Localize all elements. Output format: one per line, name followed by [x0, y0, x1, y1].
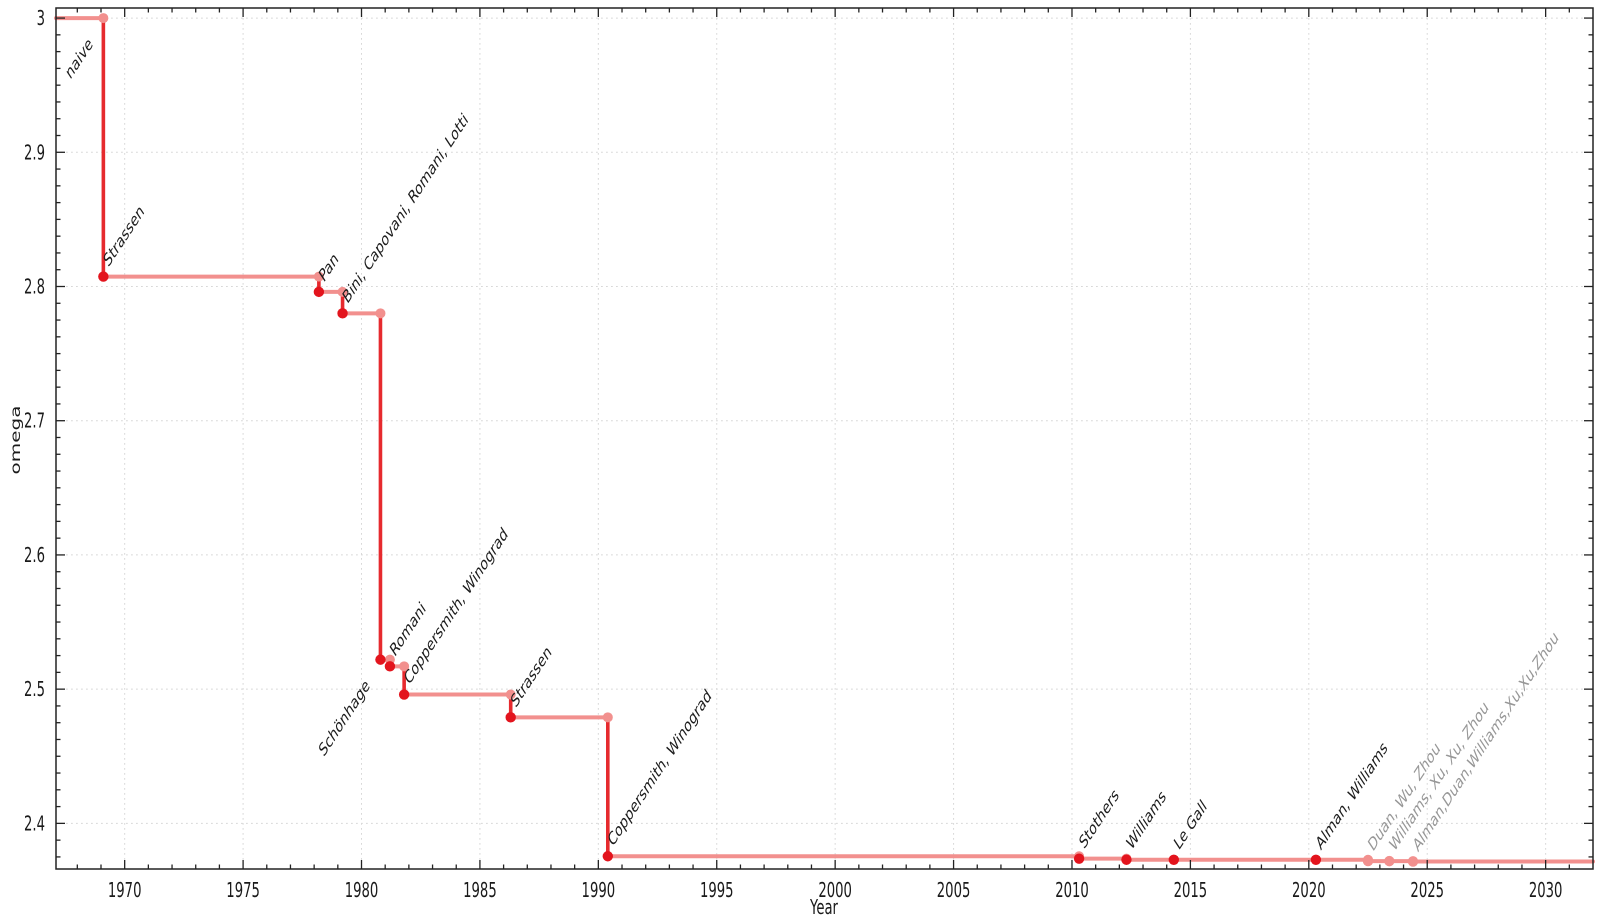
x-tick-label: 2015: [1174, 878, 1208, 902]
x-axis-title: Year: [809, 895, 838, 919]
corner-marker: [375, 308, 386, 319]
corner-marker: [313, 271, 324, 282]
data-point: [1384, 855, 1395, 867]
y-tick-label: 2.8: [24, 275, 45, 299]
data-point: [98, 271, 109, 282]
data-point: [505, 712, 516, 723]
y-tick-label: 3: [37, 6, 45, 30]
y-tick-label: 2.4: [24, 811, 45, 835]
data-point: [1168, 854, 1180, 865]
y-tick-label: 2.5: [24, 677, 45, 701]
x-tick-label: 1980: [345, 878, 379, 902]
data-point: [602, 851, 614, 862]
data-point: [1362, 855, 1374, 867]
x-tick-label: 1990: [582, 878, 616, 902]
x-tick-label: 2030: [1529, 878, 1563, 902]
x-tick-label: 2000: [818, 878, 852, 902]
tick-marks: [56, 8, 1593, 869]
x-tick-label: 2005: [937, 878, 971, 902]
tick-labels: 1970 1975 1980 1985 1990 1995 2000 2005 2010 2015…: [24, 6, 1562, 902]
corner-marker: [399, 661, 410, 672]
y-tick-label: 2.9: [24, 140, 45, 164]
y-tick-label: 2.6: [24, 543, 45, 567]
data-point: [337, 308, 348, 319]
data-point: [1073, 853, 1085, 864]
x-tick-label: 1975: [226, 878, 260, 902]
x-tick-label: 1970: [108, 878, 142, 902]
x-tick-label: 2010: [1055, 878, 1089, 902]
corner-marker: [337, 286, 348, 297]
data-point: [398, 689, 410, 700]
data-points: [98, 271, 1419, 867]
axis-frame: [55, 7, 1594, 870]
corner-marker: [505, 689, 516, 700]
corner-marker: [98, 13, 109, 24]
x-tick-label: 2025: [1410, 878, 1444, 902]
data-point: [384, 661, 396, 672]
x-tick-label: 2020: [1292, 878, 1326, 902]
grid: [56, 8, 1593, 869]
x-tick-label: 1995: [700, 878, 734, 902]
data-point: [375, 654, 386, 665]
data-point: [1310, 854, 1322, 865]
data-point: [313, 286, 325, 298]
data-point: [1407, 856, 1419, 867]
data-point: [1121, 854, 1132, 865]
corner-marker: [602, 712, 613, 723]
step-lines: [54, 16, 1595, 864]
y-tick-label: 2.7: [24, 409, 45, 433]
y-axis-title: omega: [8, 406, 24, 475]
x-tick-label: 1985: [463, 878, 497, 902]
